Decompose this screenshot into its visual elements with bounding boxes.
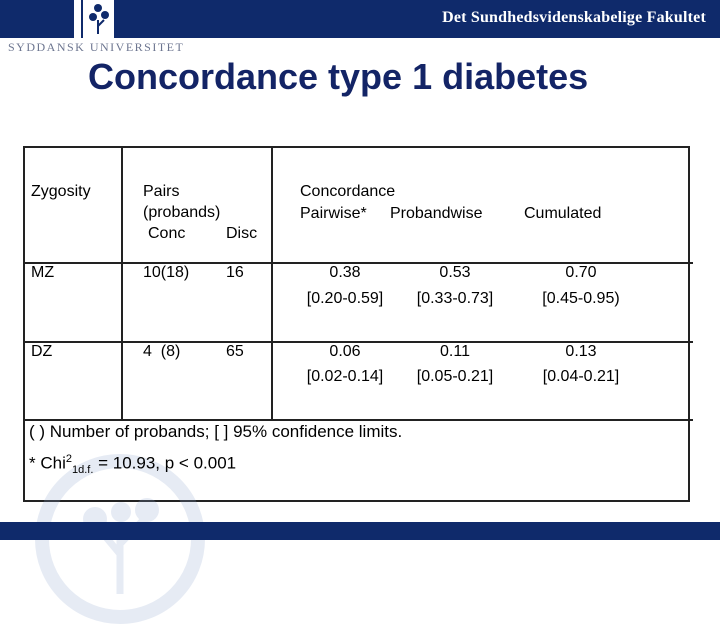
footnote-chi-sub: 1d.f. (71, 464, 94, 477)
row-probandwise: 0.53 (439, 264, 471, 281)
row-cumulated-ci: [0.04-0.21] (542, 368, 620, 385)
row-zygosity: DZ (31, 343, 53, 360)
row-conc: 4 (8) (143, 343, 181, 360)
header-pairwise: Pairwise* (300, 205, 367, 222)
header-concordance: Concordance (300, 183, 396, 200)
footnote-chi-sup: 2 (65, 453, 72, 465)
university-name: SYDDANSK UNIVERSITET (8, 40, 185, 54)
column-divider (121, 146, 123, 420)
header-disc: Disc (226, 225, 258, 242)
row-probandwise: 0.11 (440, 343, 470, 360)
row-pairwise: 0.06 (329, 343, 361, 360)
header-bar: Det Sundhedsvidenskabelige Fakultet (0, 0, 720, 38)
header-pairs: Pairs (143, 183, 180, 200)
slide-title: Concordance type 1 diabetes (88, 56, 589, 97)
university-logo-icon (74, 0, 114, 38)
row-pairwise-ci: [0.20-0.59] (306, 290, 384, 307)
row-cumulated-ci: [0.45-0.95) (542, 290, 620, 307)
row-zygosity: MZ (31, 264, 55, 281)
footnote-chi-prefix: * Chi (29, 453, 66, 473)
header-zygosity: Zygosity (31, 183, 91, 200)
row-pairwise: 0.38 (329, 264, 361, 281)
row-divider (23, 419, 693, 421)
row-disc: 16 (226, 264, 244, 281)
footnote-chi-value: = 10.93, p < 0.001 (93, 453, 237, 473)
column-divider (271, 146, 273, 420)
row-probandwise-ci: [0.05-0.21] (416, 368, 494, 385)
footnote-confidence: ( ) Number of probands; [ ] 95% confiden… (29, 422, 403, 441)
header-cumulated: Cumulated (524, 205, 602, 222)
footer-bar (0, 522, 720, 540)
header-conc: Conc (148, 225, 186, 242)
header-probandwise: Probandwise (390, 205, 483, 222)
row-divider (23, 341, 693, 343)
row-cumulated: 0.70 (565, 264, 597, 281)
row-pairwise-ci: [0.02-0.14] (306, 368, 384, 385)
header-probands: (probands) (143, 204, 221, 221)
row-conc: 10(18) (143, 264, 190, 281)
footnote-chi-square: * Chi21d.f. = 10.93, p < 0.001 (29, 447, 236, 482)
row-probandwise-ci: [0.33-0.73] (416, 290, 494, 307)
faculty-name: Det Sundhedsvidenskabelige Fakultet (442, 9, 706, 26)
row-divider (23, 262, 693, 264)
row-disc: 65 (226, 343, 244, 360)
row-cumulated: 0.13 (565, 343, 597, 360)
